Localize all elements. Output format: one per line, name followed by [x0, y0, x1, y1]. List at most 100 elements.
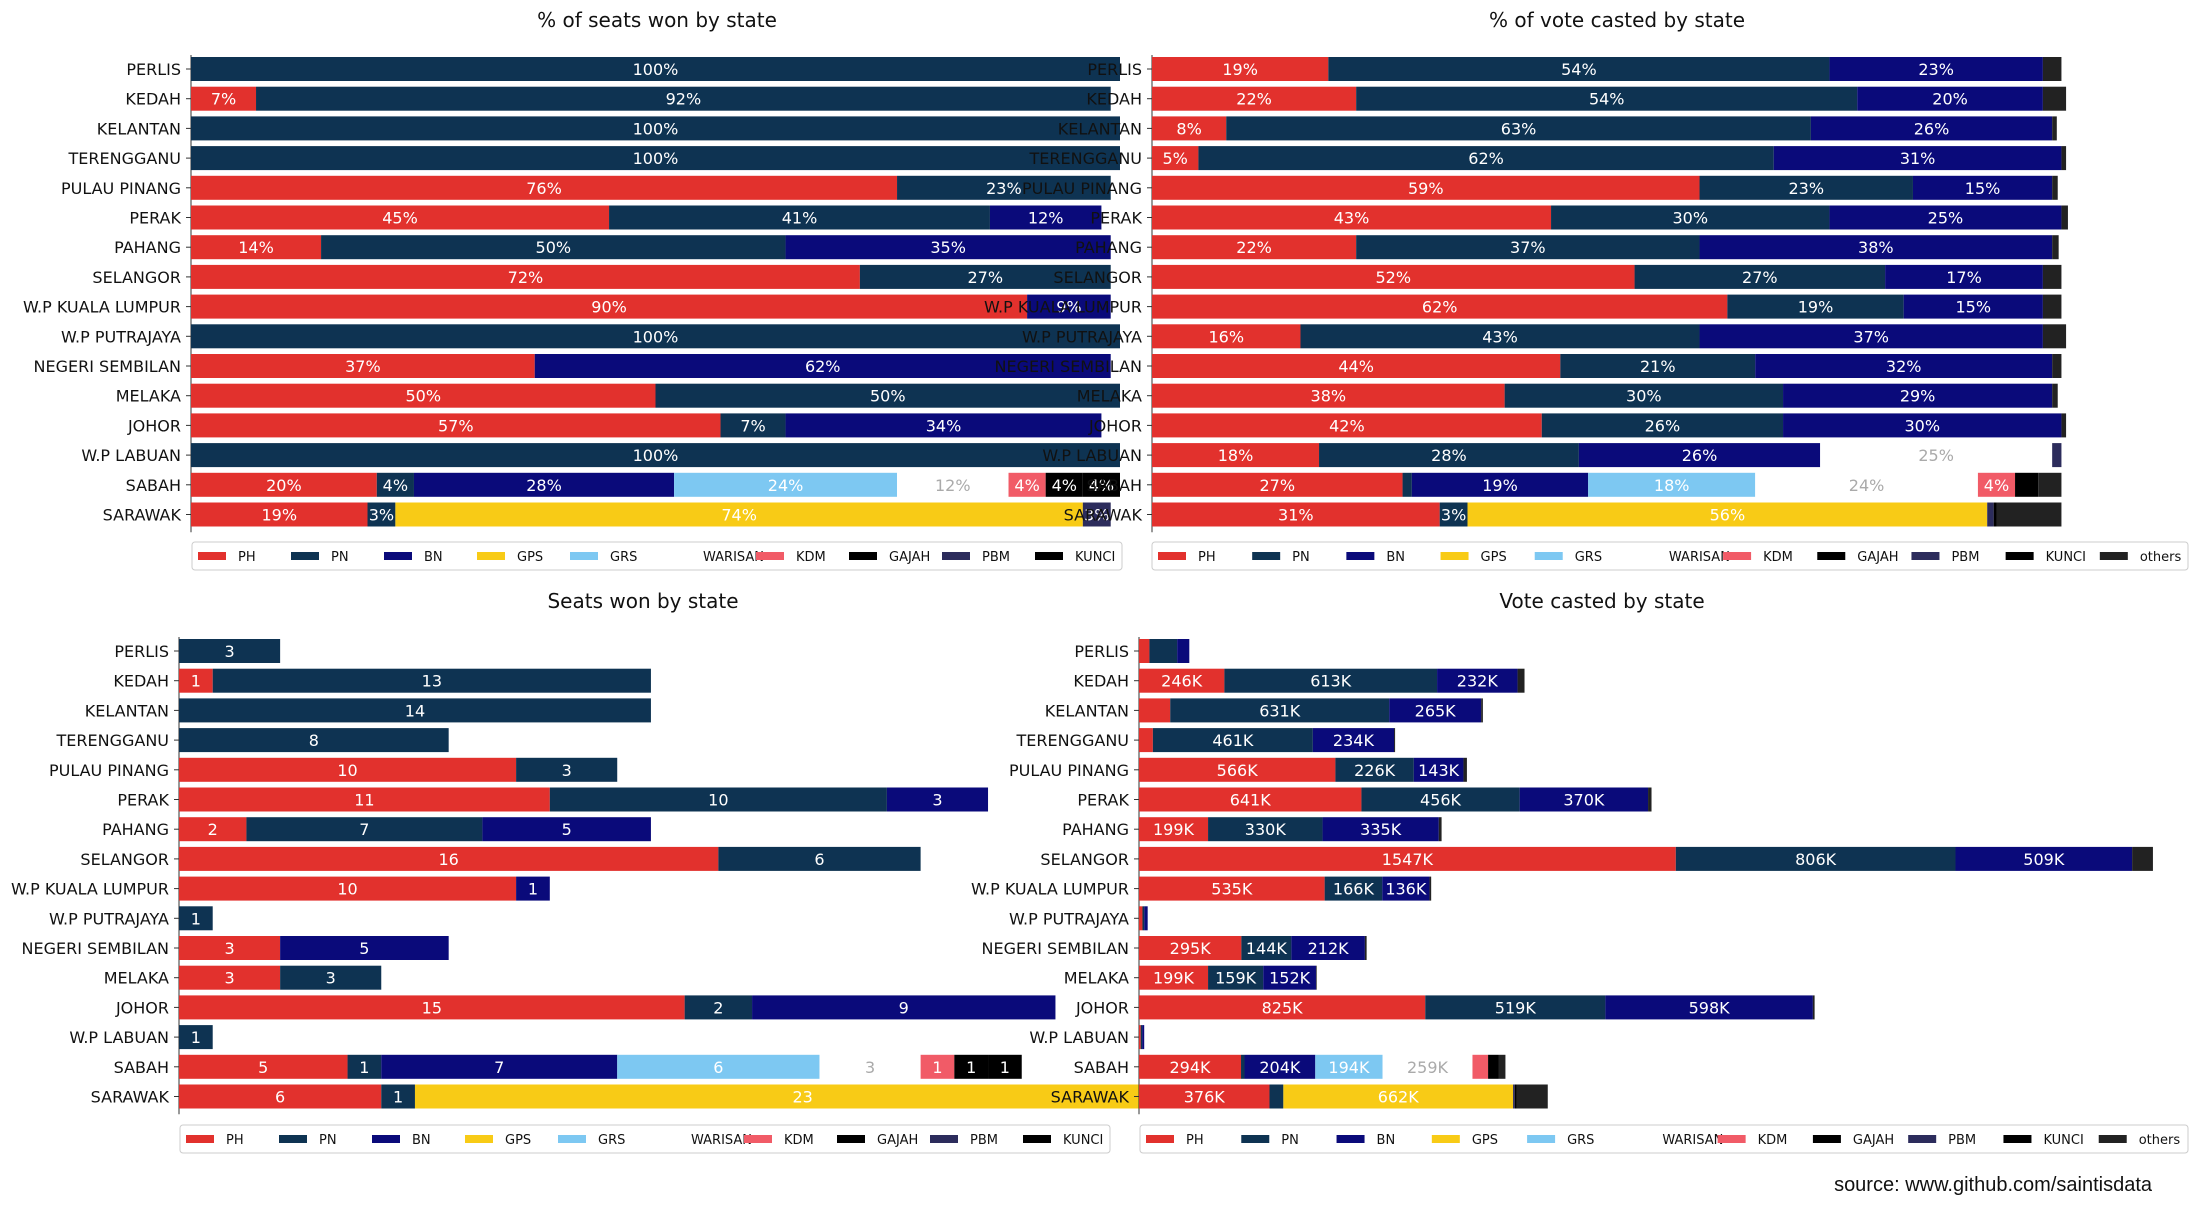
legend-swatch-warisan [651, 1135, 679, 1143]
data-label-selangor-bn: 509K [2023, 850, 2065, 869]
bar-perlis-bn [1177, 639, 1190, 663]
bar-melaka-ph [1139, 965, 1209, 990]
chart-title: % of vote casted by state [1489, 8, 1745, 32]
tick-label-w-p-kuala-lumpur: W.P KUALA LUMPUR [984, 298, 1142, 317]
legend-swatch-gps [1440, 552, 1469, 560]
bar-perak-ph [1139, 787, 1362, 812]
data-label-w-p-putrajaya-pn: 100% [633, 327, 679, 346]
bar-kedah-ph [1139, 668, 1225, 693]
bar-melaka-ph [1152, 383, 1505, 408]
legend-label-warisan: WARISAN [1662, 1133, 1723, 1148]
data-label-sabah-ph: 294K [1169, 1058, 1211, 1077]
bar-w-p-putrajaya-pn [1142, 906, 1145, 931]
data-label-pulau-pinang-ph: 10 [337, 761, 357, 780]
data-label-pahang-bn: 38% [1858, 238, 1894, 257]
data-label-perlis-bn: 23% [1918, 60, 1954, 79]
source-note: source: www.github.com/saintisdata [1834, 1174, 2152, 1196]
data-label-pahang-ph: 14% [238, 238, 274, 257]
bar-perak-ph [179, 787, 550, 812]
legend-label-pn: PN [319, 1133, 337, 1148]
data-label-sabah-grs: 194K [1328, 1058, 1370, 1077]
tick-label-terengganu: TERENGGANU [56, 731, 170, 750]
bar-kedah-bn [1437, 668, 1518, 693]
bar-terengganu-others [1394, 728, 1396, 753]
bar-sabah-kdm [1008, 472, 1046, 497]
legend-swatch-pbm [942, 552, 970, 560]
legend-label-bn: BN [424, 550, 443, 565]
data-label-pahang-ph: 199K [1153, 820, 1195, 839]
data-label-melaka-ph: 38% [1311, 387, 1347, 406]
tick-label-perak: PERAK [1090, 209, 1142, 228]
bar-pahang-pn [246, 817, 483, 842]
tick-label-pulau-pinang: PULAU PINANG [61, 179, 181, 198]
bar-johor-others [1812, 995, 1815, 1020]
bar-sabah-warisan [1382, 1054, 1473, 1079]
bar-kelantan-pn [191, 116, 1120, 141]
data-label-pahang-bn: 5 [562, 820, 572, 839]
bar-w-p-putrajaya-ph [1152, 324, 1301, 349]
tick-label-pahang: PAHANG [1062, 820, 1129, 839]
bar-pulau-pinang-ph [179, 757, 517, 782]
legend-label-kunci: KUNCI [2043, 1133, 2083, 1148]
legend-label-pn: PN [1292, 550, 1310, 565]
tick-label-pulau-pinang: PULAU PINANG [1022, 179, 1142, 198]
data-label-w-p-kuala-lumpur-pn: 19% [1798, 298, 1834, 317]
bar-perlis-pn [191, 57, 1120, 81]
bar-terengganu-pn [1198, 146, 1774, 171]
bar-sabah-warisan [819, 1054, 921, 1079]
data-label-w-p-kuala-lumpur-ph: 62% [1422, 298, 1458, 317]
data-label-kelantan-ph: 8% [1176, 119, 1201, 138]
data-label-selangor-pn: 806K [1795, 850, 1837, 869]
bar-johor-pn [1541, 413, 1784, 438]
bar-sarawak-ph [191, 502, 368, 527]
legend-swatch-bn [1336, 1135, 1365, 1143]
bar-kelantan-pn [1170, 698, 1390, 723]
data-label-pulau-pinang-pn: 226K [1354, 761, 1396, 780]
tick-label-perak: PERAK [117, 791, 169, 810]
legend-frame [1151, 541, 2189, 571]
tick-label-kelantan: KELANTAN [1045, 701, 1129, 720]
bar-selangor-ph [179, 846, 719, 871]
bar-sabah-pn [1241, 1054, 1245, 1079]
data-label-sabah-gajah: 1 [966, 1058, 976, 1077]
data-label-pulau-pinang-pn: 3 [562, 761, 572, 780]
data-label-selangor-ph: 1547K [1382, 850, 1434, 869]
data-label-w-p-kuala-lumpur-bn: 1 [528, 880, 538, 899]
bar-selangor-bn [1955, 846, 2133, 871]
bar-sabah-bn [381, 1054, 618, 1079]
bar-w-p-kuala-lumpur-bn [516, 876, 550, 901]
data-label-johor-ph: 57% [438, 416, 474, 435]
legend-swatch-gajah [1817, 552, 1846, 560]
data-label-johor-bn: 30% [1904, 416, 1940, 435]
tick-label-kelantan: KELANTAN [85, 701, 169, 720]
tick-label-w-p-labuan: W.P LABUAN [81, 446, 181, 465]
tick-label-w-p-putrajaya: W.P PUTRAJAYA [1022, 327, 1142, 346]
bar-melaka-pn [655, 383, 1120, 408]
legend-label-warisan: WARISAN [1669, 550, 1730, 565]
bar-kelantan-others [1481, 698, 1483, 723]
data-label-perlis-pn: 54% [1561, 60, 1597, 79]
bar-w-p-kuala-lumpur-ph [191, 294, 1028, 319]
bar-terengganu-pn [191, 146, 1120, 171]
data-label-sabah-grs: 24% [768, 476, 804, 495]
data-label-perak-ph: 43% [1334, 209, 1370, 228]
bar-negeri-sembilan-bn [1291, 936, 1365, 960]
data-label-selangor-bn: 17% [1946, 268, 1982, 287]
legend-label-gps: GPS [517, 550, 543, 565]
bar-kedah-bn [1857, 86, 2043, 111]
bar-sabah-kunci [1082, 472, 1120, 497]
tick-label-perlis: PERLIS [1074, 642, 1129, 661]
tick-label-selangor: SELANGOR [1053, 268, 1142, 287]
bar-sarawak-gps [414, 1084, 1191, 1109]
tick-label-w-p-putrajaya: W.P PUTRAJAYA [1009, 909, 1129, 928]
bar-melaka-bn [1263, 965, 1316, 990]
tick-label-sabah: SABAH [126, 476, 181, 495]
data-label-terengganu-pn: 461K [1212, 731, 1254, 750]
legend-swatch-grs [1534, 552, 1563, 560]
bar-sabah-others [1498, 1054, 1506, 1079]
tick-label-kelantan: KELANTAN [97, 119, 181, 138]
legend-swatch-gps [1431, 1135, 1460, 1143]
bar-kedah-others [1517, 668, 1525, 693]
legend-label-gajah: GAJAH [889, 550, 930, 565]
data-label-melaka-ph: 3 [224, 969, 234, 988]
